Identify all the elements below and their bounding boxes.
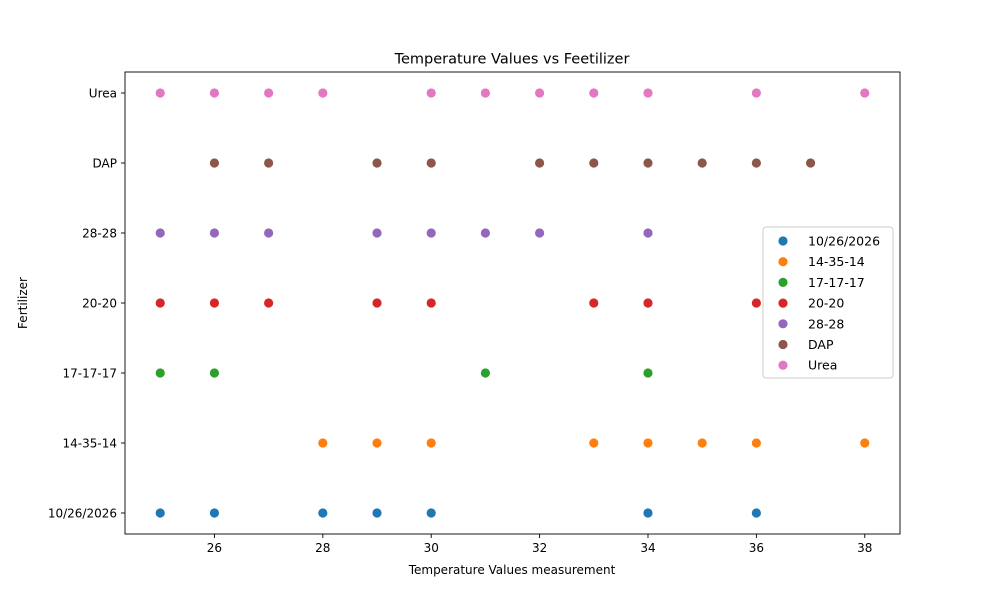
data-point xyxy=(589,298,599,308)
data-point xyxy=(589,438,599,448)
chart-title: Temperature Values vs Feetilizer xyxy=(394,52,630,68)
data-point xyxy=(426,88,436,98)
data-point xyxy=(480,228,491,238)
x-axis-title: Temperature Values measurement xyxy=(408,563,616,577)
x-tick-label: 28 xyxy=(315,541,330,555)
data-point xyxy=(155,368,165,378)
data-point xyxy=(643,438,653,448)
y-tick-label: 10/26/2026 xyxy=(48,506,117,520)
data-point xyxy=(480,368,491,378)
data-point xyxy=(643,158,653,168)
data-point xyxy=(372,228,382,238)
legend-label: 14-35-14 xyxy=(808,254,865,269)
data-point xyxy=(751,298,761,308)
data-point xyxy=(372,508,382,518)
data-point xyxy=(643,228,653,238)
legend-box xyxy=(762,226,894,379)
series-14-35-14 xyxy=(318,438,870,448)
data-point xyxy=(426,438,436,448)
data-point xyxy=(751,508,761,518)
y-tick-label: 17-17-17 xyxy=(63,366,117,380)
data-point xyxy=(318,508,328,518)
series-DAP xyxy=(209,158,816,168)
data-point xyxy=(426,158,436,168)
data-point xyxy=(534,158,545,168)
x-tick-label: 30 xyxy=(424,541,439,555)
series-20-20 xyxy=(155,298,761,308)
legend-label: 28-28 xyxy=(808,316,844,331)
legend-label: 10/26/2026 xyxy=(808,234,880,249)
data-point xyxy=(534,88,545,98)
data-point xyxy=(264,88,274,98)
data-point xyxy=(372,438,382,448)
data-point xyxy=(209,508,220,518)
legend-label: 17-17-17 xyxy=(808,275,865,290)
data-point xyxy=(264,158,274,168)
data-point xyxy=(697,438,707,448)
legend-marker xyxy=(778,339,788,350)
data-point xyxy=(155,298,165,308)
y-tick-label: 20-20 xyxy=(82,296,117,310)
series-Urea xyxy=(155,88,870,98)
legend-marker xyxy=(778,360,788,370)
legend: 10/26/2026 14-35-14 17-17-17 20-20 28-28 DAP U… xyxy=(762,226,894,379)
data-point xyxy=(751,438,761,448)
series-17-17-17 xyxy=(155,368,653,378)
data-point xyxy=(860,88,870,98)
data-point xyxy=(209,158,220,168)
legend-marker xyxy=(778,277,788,287)
data-point xyxy=(697,158,707,168)
x-tick-label: 26 xyxy=(207,541,222,555)
data-point xyxy=(209,368,220,378)
data-point xyxy=(155,508,165,518)
data-point xyxy=(751,158,761,168)
series-10/26/2026 xyxy=(155,508,761,518)
data-point xyxy=(318,438,328,448)
data-point xyxy=(372,298,382,308)
legend-marker xyxy=(778,236,788,246)
data-point xyxy=(643,368,653,378)
data-point xyxy=(805,158,816,168)
y-tick-label: 28-28 xyxy=(82,226,117,240)
legend-marker xyxy=(778,298,788,308)
data-point xyxy=(534,228,545,238)
data-point xyxy=(426,298,436,308)
data-point xyxy=(372,158,382,168)
x-tick-label: 38 xyxy=(857,541,872,555)
data-point xyxy=(643,88,653,98)
data-point xyxy=(643,298,653,308)
x-tick-label: 32 xyxy=(532,541,547,555)
data-point xyxy=(426,508,436,518)
data-point xyxy=(155,88,165,98)
data-point xyxy=(318,88,328,98)
y-tick-label: 14-35-14 xyxy=(63,436,117,450)
plot-area: 26 28 30 32 34 36 38 10/26/2026 14-35-14 17-17-17… xyxy=(48,71,901,555)
y-tick-label: DAP xyxy=(93,156,117,170)
legend-label: DAP xyxy=(808,337,834,352)
data-point xyxy=(643,508,653,518)
data-point xyxy=(480,88,491,98)
data-point xyxy=(264,298,274,308)
data-point xyxy=(751,88,761,98)
data-point xyxy=(426,228,436,238)
data-point xyxy=(860,438,870,448)
data-point xyxy=(209,88,220,98)
data-point xyxy=(589,88,599,98)
legend-label: Urea xyxy=(808,358,837,373)
data-point xyxy=(264,228,274,238)
legend-marker xyxy=(778,257,788,267)
x-tick-label: 34 xyxy=(640,541,655,555)
y-tick-label: Urea xyxy=(89,86,117,100)
data-point xyxy=(209,228,220,238)
x-tick-label: 36 xyxy=(749,541,764,555)
data-point xyxy=(209,298,220,308)
legend-label: 20-20 xyxy=(808,296,844,311)
data-point xyxy=(155,228,165,238)
series-28-28 xyxy=(155,228,653,238)
data-point xyxy=(589,158,599,168)
y-axis-title: Fertilizer xyxy=(16,277,30,329)
legend-marker xyxy=(778,319,788,329)
